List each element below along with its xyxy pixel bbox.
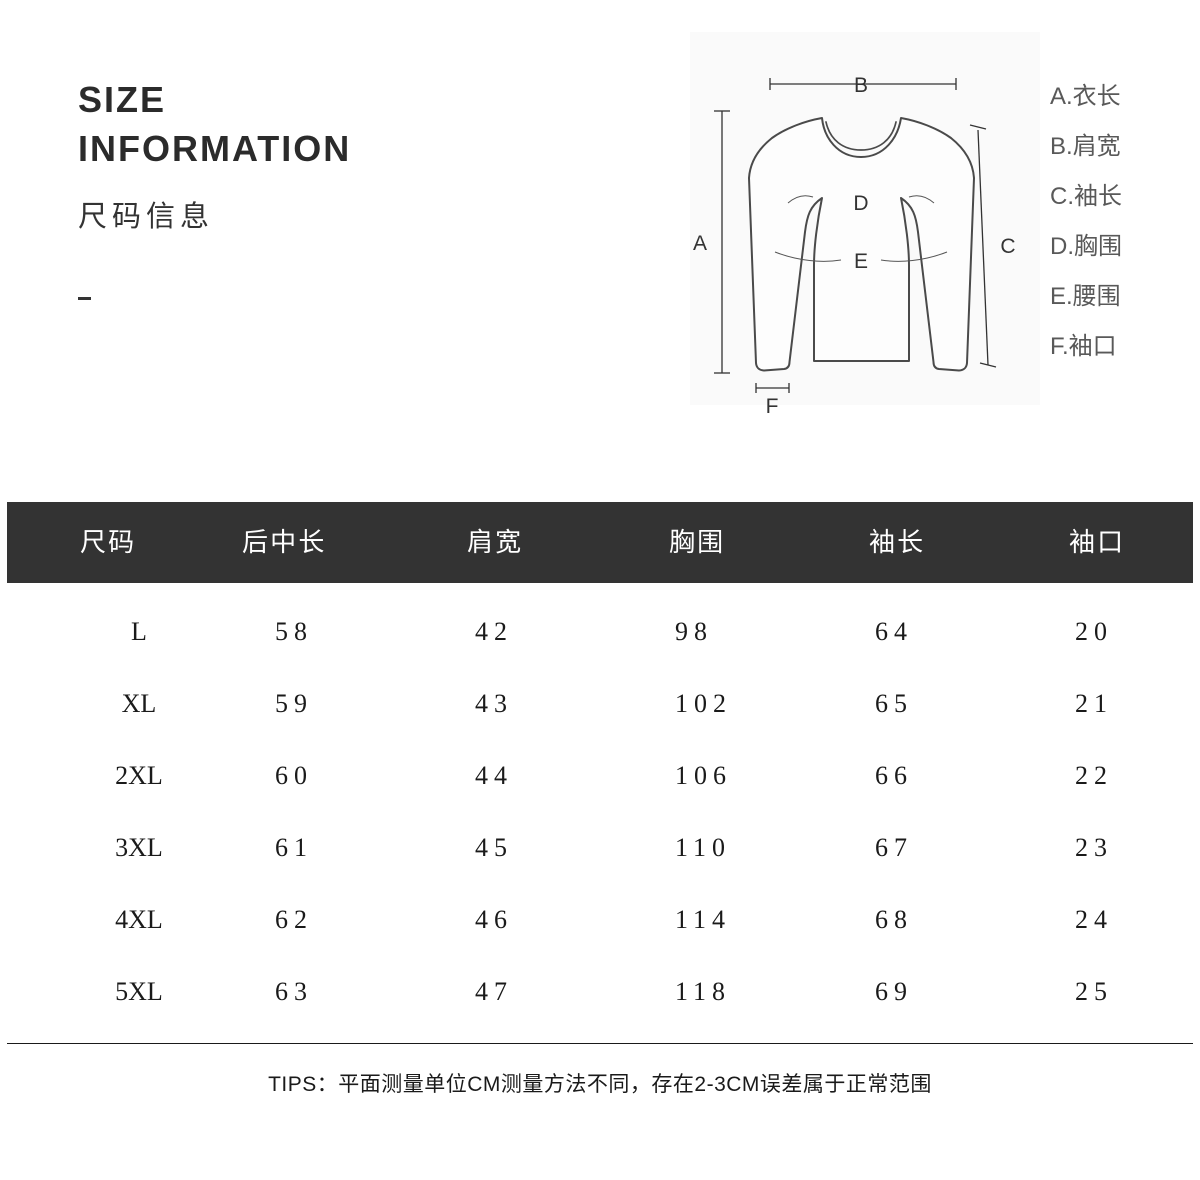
svg-text:A: A <box>693 232 707 255</box>
svg-text:C: C <box>1000 235 1015 258</box>
svg-text:E: E <box>854 250 868 273</box>
svg-text:F: F <box>766 395 779 418</box>
svg-text:B: B <box>854 74 868 97</box>
svg-text:D: D <box>853 192 868 215</box>
